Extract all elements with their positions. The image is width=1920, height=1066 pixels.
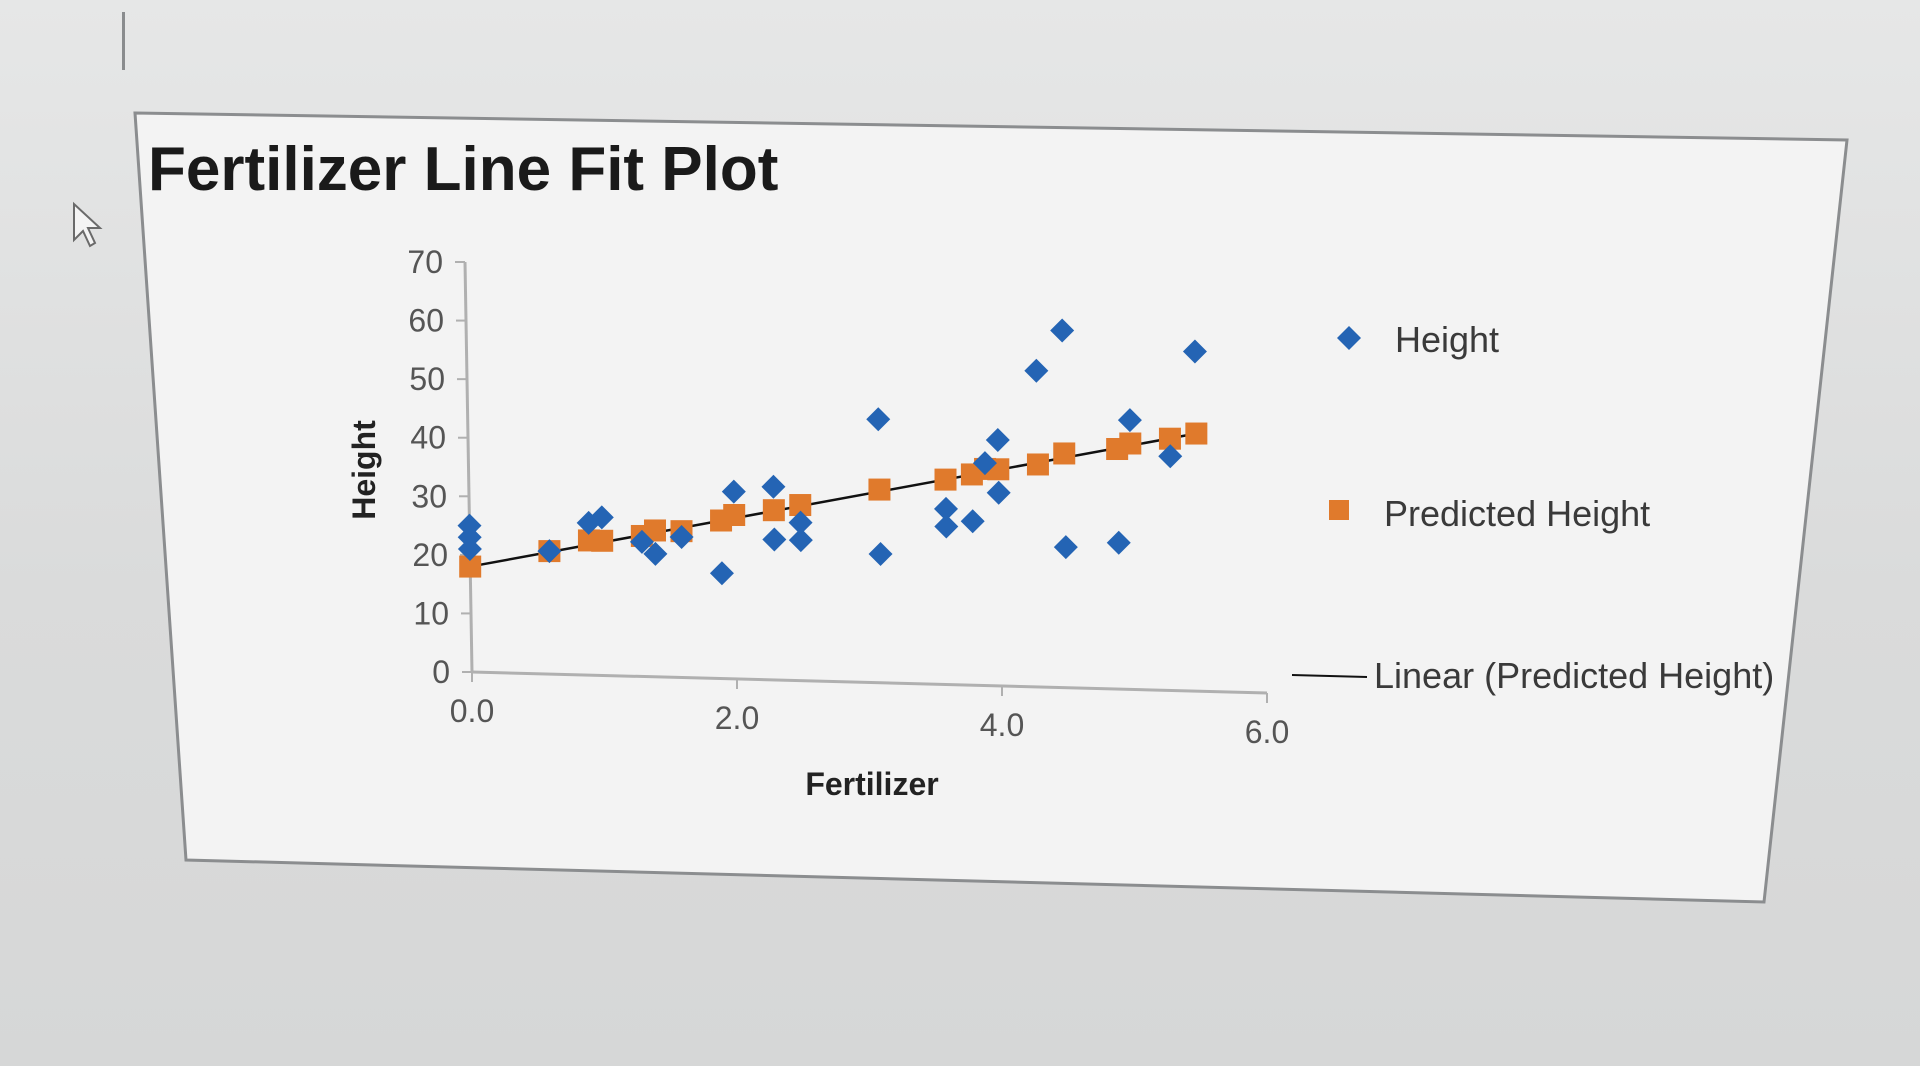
chart-area[interactable] <box>133 111 1849 904</box>
height-point <box>788 510 813 535</box>
height-point <box>986 480 1011 505</box>
height-point <box>762 527 787 552</box>
height-point <box>866 407 891 432</box>
predicted-height-point <box>1053 442 1076 465</box>
height-point <box>629 529 654 554</box>
height-point <box>972 451 997 476</box>
height-point <box>709 561 734 586</box>
height-point <box>1050 318 1075 343</box>
y-tick-label: 70 <box>407 244 443 280</box>
height-point <box>868 541 893 566</box>
predicted-height-point <box>789 494 812 517</box>
diamond-marker-icon <box>1337 326 1361 350</box>
legend-item-linear[interactable]: Linear (Predicted Height) <box>1291 655 1774 696</box>
legend-item-height[interactable]: Height <box>1337 319 1499 360</box>
legend-label-linear: Linear (Predicted Height) <box>1374 655 1774 696</box>
legend-label-predicted-height: Predicted Height <box>1384 493 1650 534</box>
chart-title: Fertilizer Line Fit Plot <box>148 135 778 204</box>
x-tick-label: 2.0 <box>715 700 759 736</box>
y-axis-title: Height <box>346 420 382 520</box>
height-point <box>721 479 746 504</box>
height-point <box>960 509 985 534</box>
y-tick-label: 20 <box>412 537 448 573</box>
height-point <box>1158 444 1183 469</box>
y-tick-label: 60 <box>408 303 444 339</box>
predicted-height-point <box>934 468 957 491</box>
predicted-height-point <box>1158 427 1181 450</box>
height-point <box>1106 530 1131 555</box>
x-tick-label: 6.0 <box>1245 714 1289 750</box>
predicted-height-point <box>723 504 746 526</box>
height-point <box>1117 408 1142 433</box>
height-point <box>1053 535 1078 560</box>
height-point <box>985 428 1010 452</box>
predicted-height-point <box>644 519 666 542</box>
predicted-height-point <box>459 555 482 578</box>
y-tick-label: 30 <box>411 478 447 514</box>
predicted-height-point <box>1119 432 1142 455</box>
height-point <box>589 505 614 530</box>
height-point <box>576 510 601 535</box>
predicted-height-point <box>591 529 614 552</box>
trendline-legend-line-icon <box>1291 674 1368 678</box>
height-point <box>1182 339 1207 364</box>
predicted-height-point <box>1026 453 1049 476</box>
y-axis-ticks: 0 10 20 30 40 50 60 70 <box>407 244 472 690</box>
predicted-height-series <box>459 422 1208 578</box>
height-point <box>643 541 668 566</box>
x-axis-line <box>471 670 1268 695</box>
x-tick-label: 0.0 <box>450 693 494 729</box>
height-point <box>788 528 813 553</box>
legend-item-predicted-height[interactable]: Predicted Height <box>1329 493 1650 534</box>
y-tick-label: 10 <box>413 595 449 631</box>
mouse-pointer-icon <box>73 201 103 248</box>
height-point <box>669 525 694 550</box>
predicted-height-point <box>1185 422 1208 445</box>
height-point <box>934 514 959 539</box>
legend[interactable]: Height Predicted Height Linear (Predicte… <box>1291 319 1774 696</box>
height-point <box>537 539 562 564</box>
y-tick-label: 40 <box>410 420 446 456</box>
height-point <box>934 496 958 521</box>
x-axis-title: Fertilizer <box>805 766 938 802</box>
x-tick-label: 4.0 <box>980 707 1024 743</box>
y-tick-label: 50 <box>409 361 445 397</box>
height-point <box>761 474 786 499</box>
text-cursor-caret <box>122 12 125 70</box>
height-point <box>1024 358 1049 383</box>
predicted-height-point <box>868 478 891 501</box>
x-axis-ticks: 0.0 2.0 4.0 6.0 <box>450 672 1289 750</box>
y-tick-label: 0 <box>432 654 450 690</box>
y-axis-line <box>463 261 474 673</box>
height-series <box>457 318 1207 586</box>
legend-label-height: Height <box>1395 319 1499 360</box>
height-point <box>457 537 482 561</box>
predicted-height-point <box>762 499 785 522</box>
square-marker-icon <box>1329 500 1349 520</box>
